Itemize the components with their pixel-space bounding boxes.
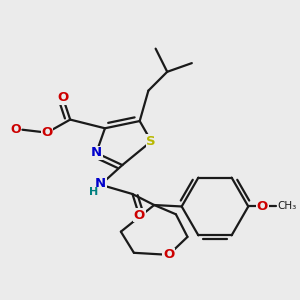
Text: O: O	[57, 92, 69, 104]
Text: N: N	[95, 177, 106, 190]
Text: O: O	[163, 248, 174, 261]
Text: O: O	[10, 123, 21, 136]
Text: O: O	[41, 126, 53, 139]
Text: O: O	[134, 209, 145, 222]
Text: H: H	[89, 187, 98, 197]
Text: N: N	[91, 146, 102, 159]
Text: S: S	[146, 135, 156, 148]
Text: O: O	[256, 200, 268, 213]
Text: CH₃: CH₃	[278, 202, 297, 212]
